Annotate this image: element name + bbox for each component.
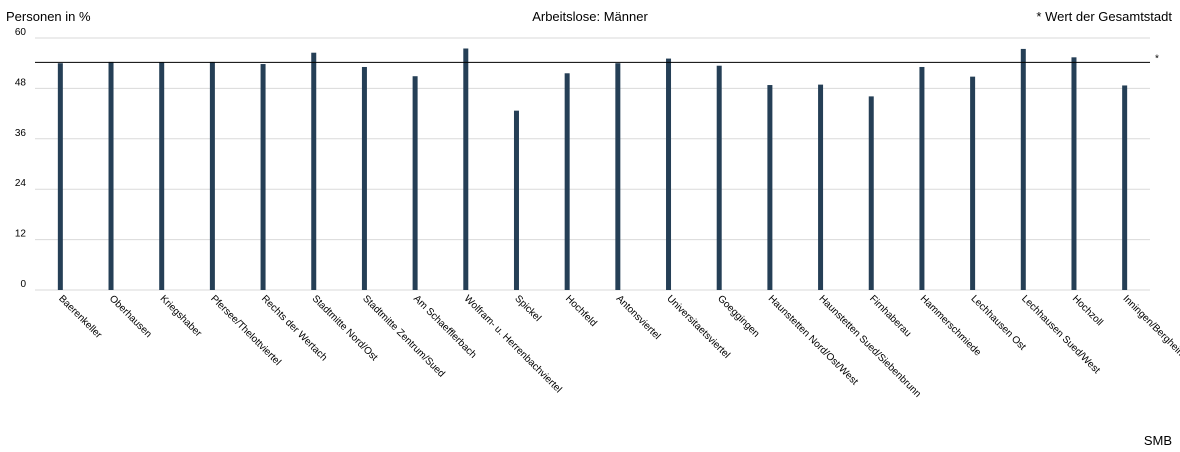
y-tick-label: 0 [20,279,26,290]
y-tick-label: 48 [15,77,27,88]
category-label: Wolfram- u. Herrenbachviertel [462,293,564,395]
y-tick-label: 36 [15,128,27,139]
grid-lines: 0 12 24 36 48 60 [15,27,1150,291]
bar [361,66,367,290]
bar [412,76,418,290]
bar [108,61,114,290]
category-label: Hochfeld [563,293,599,329]
chart-title: Arbeitslose: Männer [532,9,648,24]
y-tick-label: 60 [15,27,27,38]
category-label: Firnhaberau [867,293,913,339]
bar [564,73,570,290]
y-axis-label: Personen in % [6,9,91,24]
bar [513,110,519,290]
category-label: Kriegshaber [158,293,204,339]
reference-note: * Wert der Gesamtstadt [1036,9,1172,24]
reference-marker: * [1155,53,1159,64]
bar [209,61,215,290]
bar [260,64,266,290]
bars [57,48,1128,291]
category-label: Goeggingen [715,293,761,339]
bar [159,62,165,290]
category-label: Stadtmitte Zentrum/Sued [360,293,446,379]
bar [868,96,874,290]
bar [1122,85,1128,291]
bar [311,52,317,291]
category-label: Hochzoll [1070,293,1105,328]
category-label: Antonsviertel [614,293,663,342]
category-label: Haunstetten Sued/Siebenbrunn [816,293,922,399]
category-label: Spickel [512,293,543,324]
reference-line-group: * [35,53,1159,64]
bar [716,65,722,290]
bar [57,63,63,291]
category-label: Oberhausen [107,293,154,340]
bar [1071,57,1077,290]
category-label: Baerenkeller [56,293,104,341]
category-label: Haunstetten Nord/Ost/West [766,293,860,387]
bar [818,84,824,291]
source-credit: SMB [1143,433,1172,448]
y-tick-label: 24 [15,178,27,189]
bar [615,63,621,291]
bar [919,66,925,290]
bar [767,85,773,290]
category-labels: Baerenkeller Oberhausen Kriegshaber Pfersee… [56,293,1180,399]
bar [666,58,672,290]
bar [463,48,469,290]
bar [970,76,976,290]
bar [1020,48,1026,290]
category-label: Inningen/Bergheim [1121,293,1180,360]
y-tick-label: 12 [15,229,27,240]
